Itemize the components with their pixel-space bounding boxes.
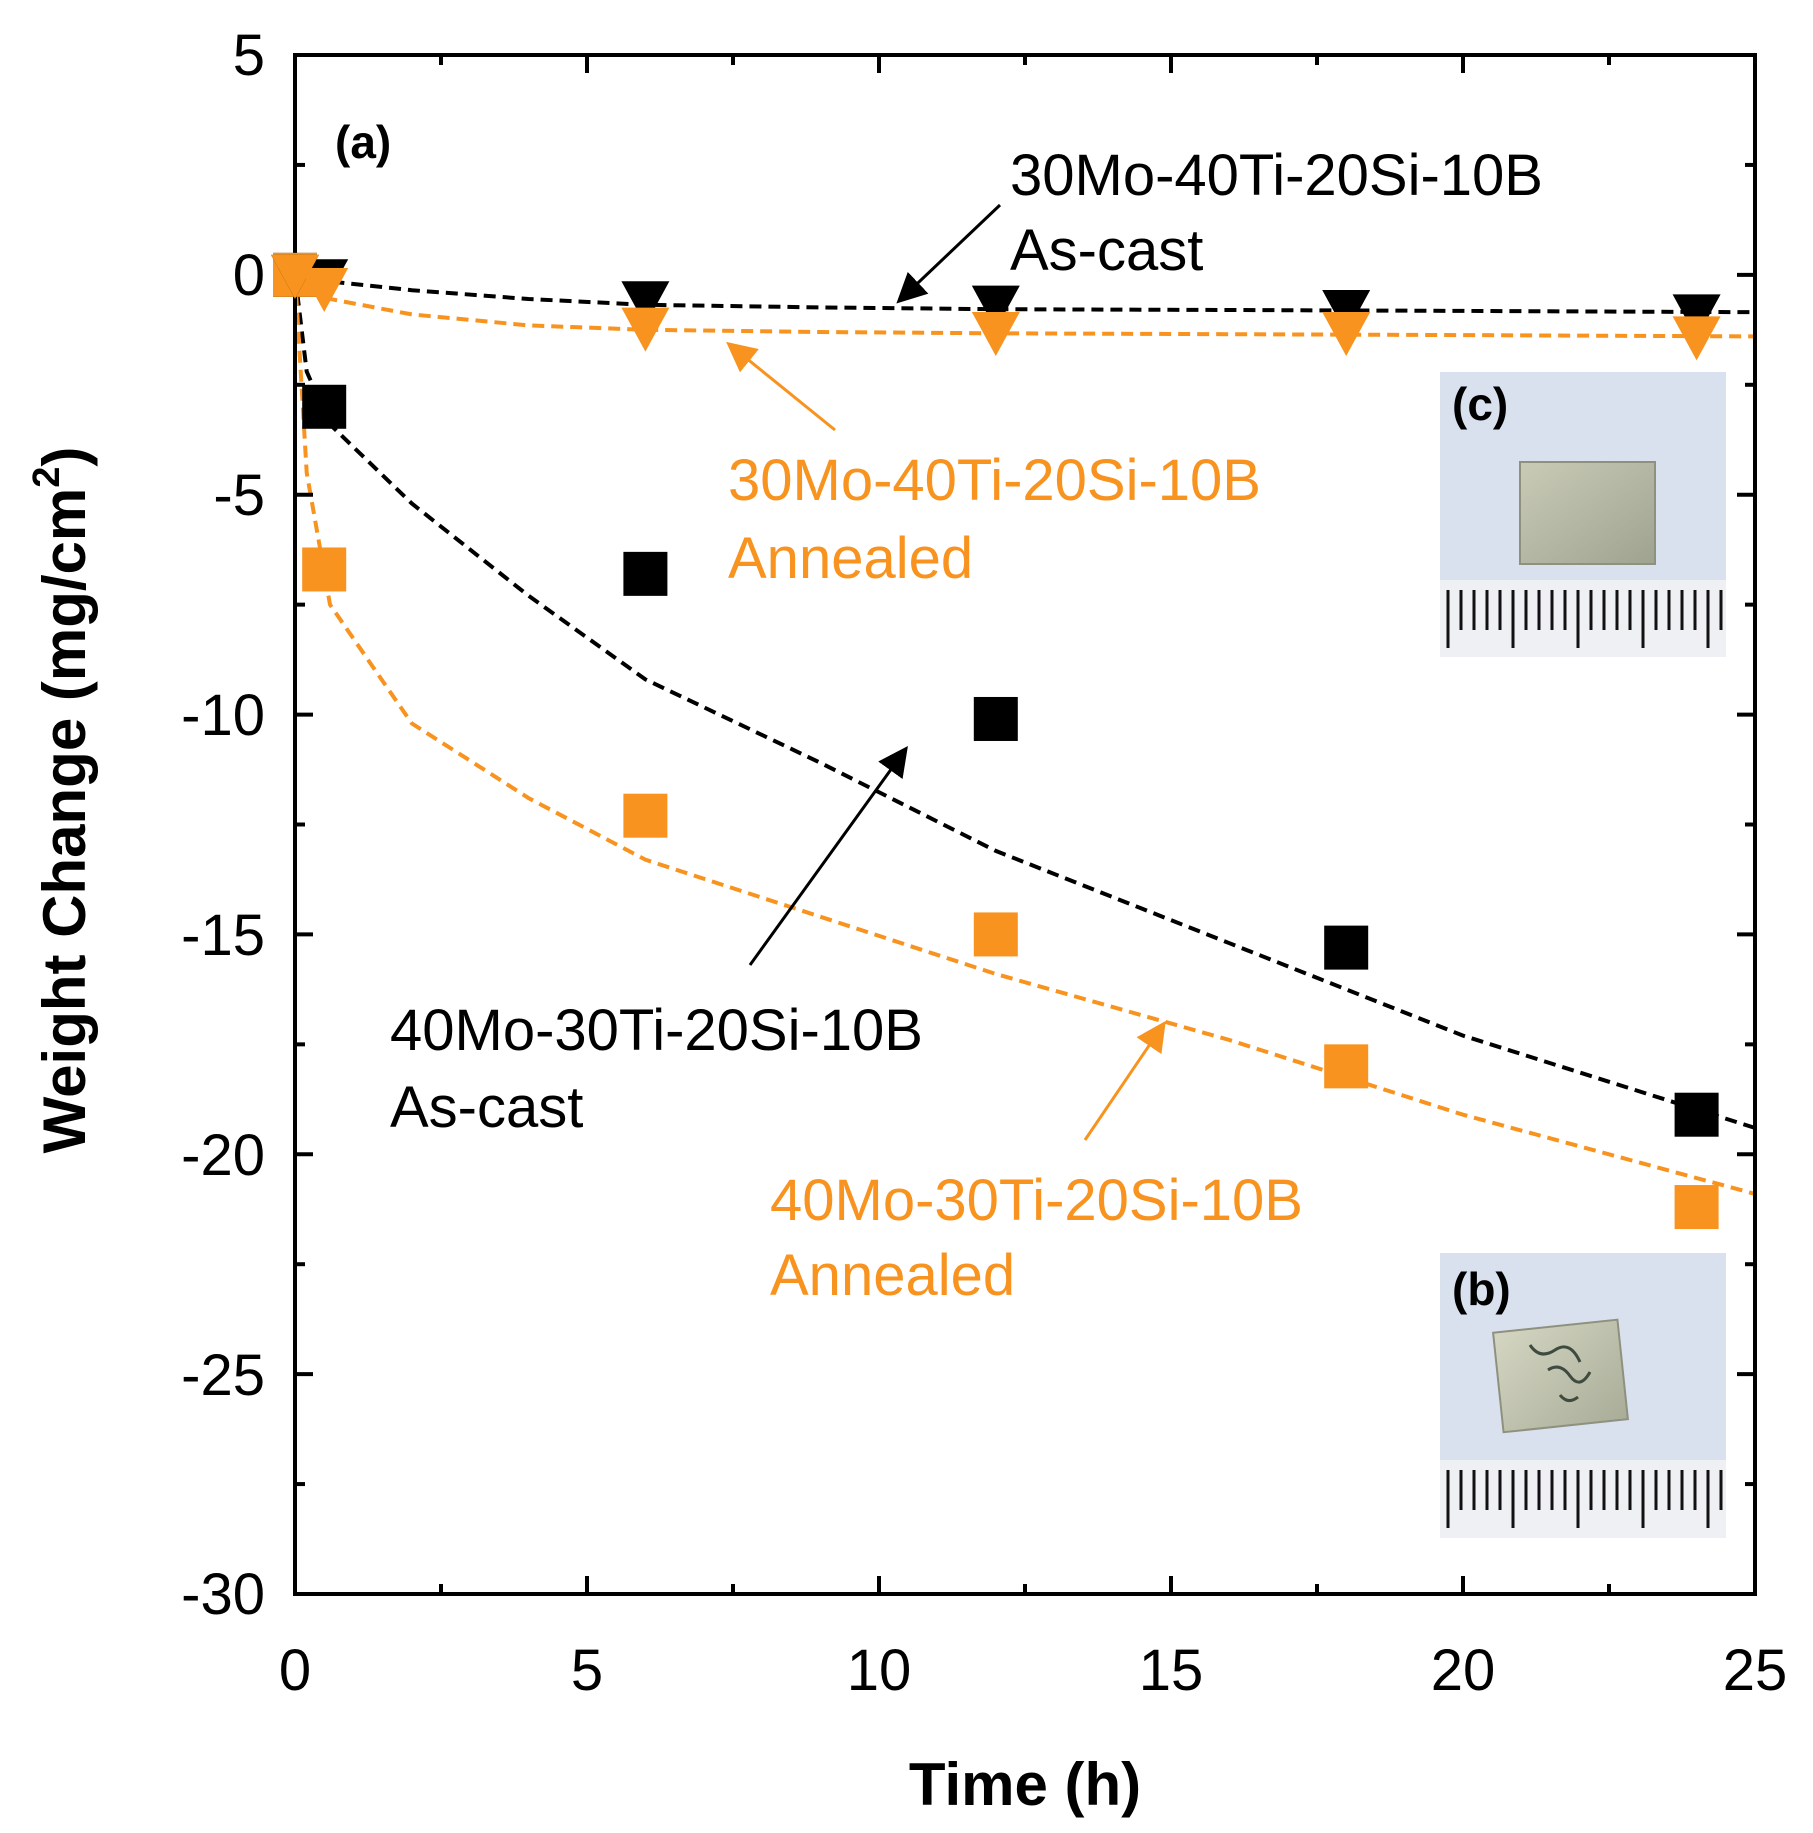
annotation-text: 40Mo-30Ti-20Si-10B: [390, 998, 923, 1063]
x-axis-title: Time (h): [909, 1751, 1141, 1818]
annotation-text: As-cast: [1010, 218, 1203, 283]
annotation-text: 30Mo-40Ti-20Si-10B: [728, 448, 1261, 513]
annotation-40Mo-as-cast: 40Mo-30Ti-20Si-10B As-cast: [390, 745, 923, 1140]
data-point-triangle: [1672, 316, 1721, 361]
x-tick-label: 0: [279, 1638, 311, 1703]
data-point-triangle: [271, 254, 319, 299]
annotation-arrow: [748, 745, 908, 966]
y-tick-label: -20: [181, 1123, 265, 1188]
fit-curve-1: [293, 273, 1756, 339]
data-point-square: [302, 384, 347, 429]
data-point-triangle: [971, 285, 1020, 330]
annotation-text: 40Mo-30Ti-20Si-10B: [770, 1168, 1303, 1233]
data-point-square: [1674, 1092, 1719, 1137]
x-tick-labels: 0 5 10 15 20 25: [279, 1638, 1787, 1703]
inset-label: (c): [1452, 378, 1508, 430]
y-tick-label: -10: [181, 683, 265, 748]
y-tick-label: 0: [233, 243, 265, 308]
annotation-arrow: [896, 203, 1002, 304]
data-point-triangle: [300, 268, 349, 313]
data-point-square: [302, 547, 347, 592]
data-point-square: [1674, 1185, 1719, 1230]
x-tick-label: 10: [847, 1638, 912, 1703]
y-tick-label: -15: [181, 903, 265, 968]
sample-specimen: [1519, 461, 1656, 565]
inset-photo-b: (b): [1440, 1253, 1726, 1538]
data-markers: [271, 252, 1721, 1230]
annotation-text: 30Mo-40Ti-20Si-10B: [1010, 143, 1543, 208]
y-tick-label: -30: [181, 1562, 265, 1627]
sample-crack-marks: [1528, 1344, 1592, 1402]
x-tick-label: 5: [571, 1638, 603, 1703]
annotation-30Mo-as-cast: 30Mo-40Ti-20Si-10B As-cast: [896, 143, 1543, 304]
y-tick-label: -25: [181, 1343, 265, 1408]
data-point-square: [1324, 925, 1369, 970]
data-point-triangle: [971, 312, 1020, 357]
y-tick-labels: 5 0 -5 -10 -15 -20 -25 -30: [181, 23, 265, 1627]
annotation-arrow: [1083, 1020, 1166, 1141]
sample-specimen: [1492, 1318, 1629, 1434]
data-point-square: [623, 793, 668, 838]
data-point-square: [973, 696, 1018, 741]
data-point-triangle: [621, 281, 670, 326]
data-point-square: [623, 551, 668, 596]
annotation-text: Annealed: [728, 526, 973, 591]
panel-label: (a): [335, 116, 391, 168]
annotation-text: Annealed: [770, 1243, 1015, 1308]
data-point-triangle: [1322, 312, 1371, 357]
inset-photo-c: (c): [1440, 372, 1726, 657]
y-tick-label: -5: [213, 463, 265, 528]
x-tick-label: 25: [1723, 1638, 1788, 1703]
ruler-ticks: [1446, 590, 1723, 648]
annotation-arrow: [726, 341, 836, 432]
axis-ticks: [293, 53, 1757, 1596]
annotation-text: As-cast: [390, 1075, 583, 1140]
annotation-30Mo-annealed: 30Mo-40Ti-20Si-10B Annealed: [726, 341, 1261, 591]
data-point-square: [973, 912, 1018, 957]
y-tick-label: 5: [233, 23, 265, 88]
ruler-ticks: [1446, 1470, 1723, 1528]
data-point-square: [1324, 1044, 1369, 1089]
x-tick-label: 15: [1139, 1638, 1204, 1703]
data-point-triangle: [621, 307, 670, 352]
inset-label: (b): [1452, 1263, 1511, 1315]
y-axis-title: Weight Change (mg/cm2): [26, 447, 98, 1154]
x-tick-label: 20: [1431, 1638, 1496, 1703]
annotation-40Mo-annealed: 40Mo-30Ti-20Si-10B Annealed: [770, 1020, 1303, 1308]
